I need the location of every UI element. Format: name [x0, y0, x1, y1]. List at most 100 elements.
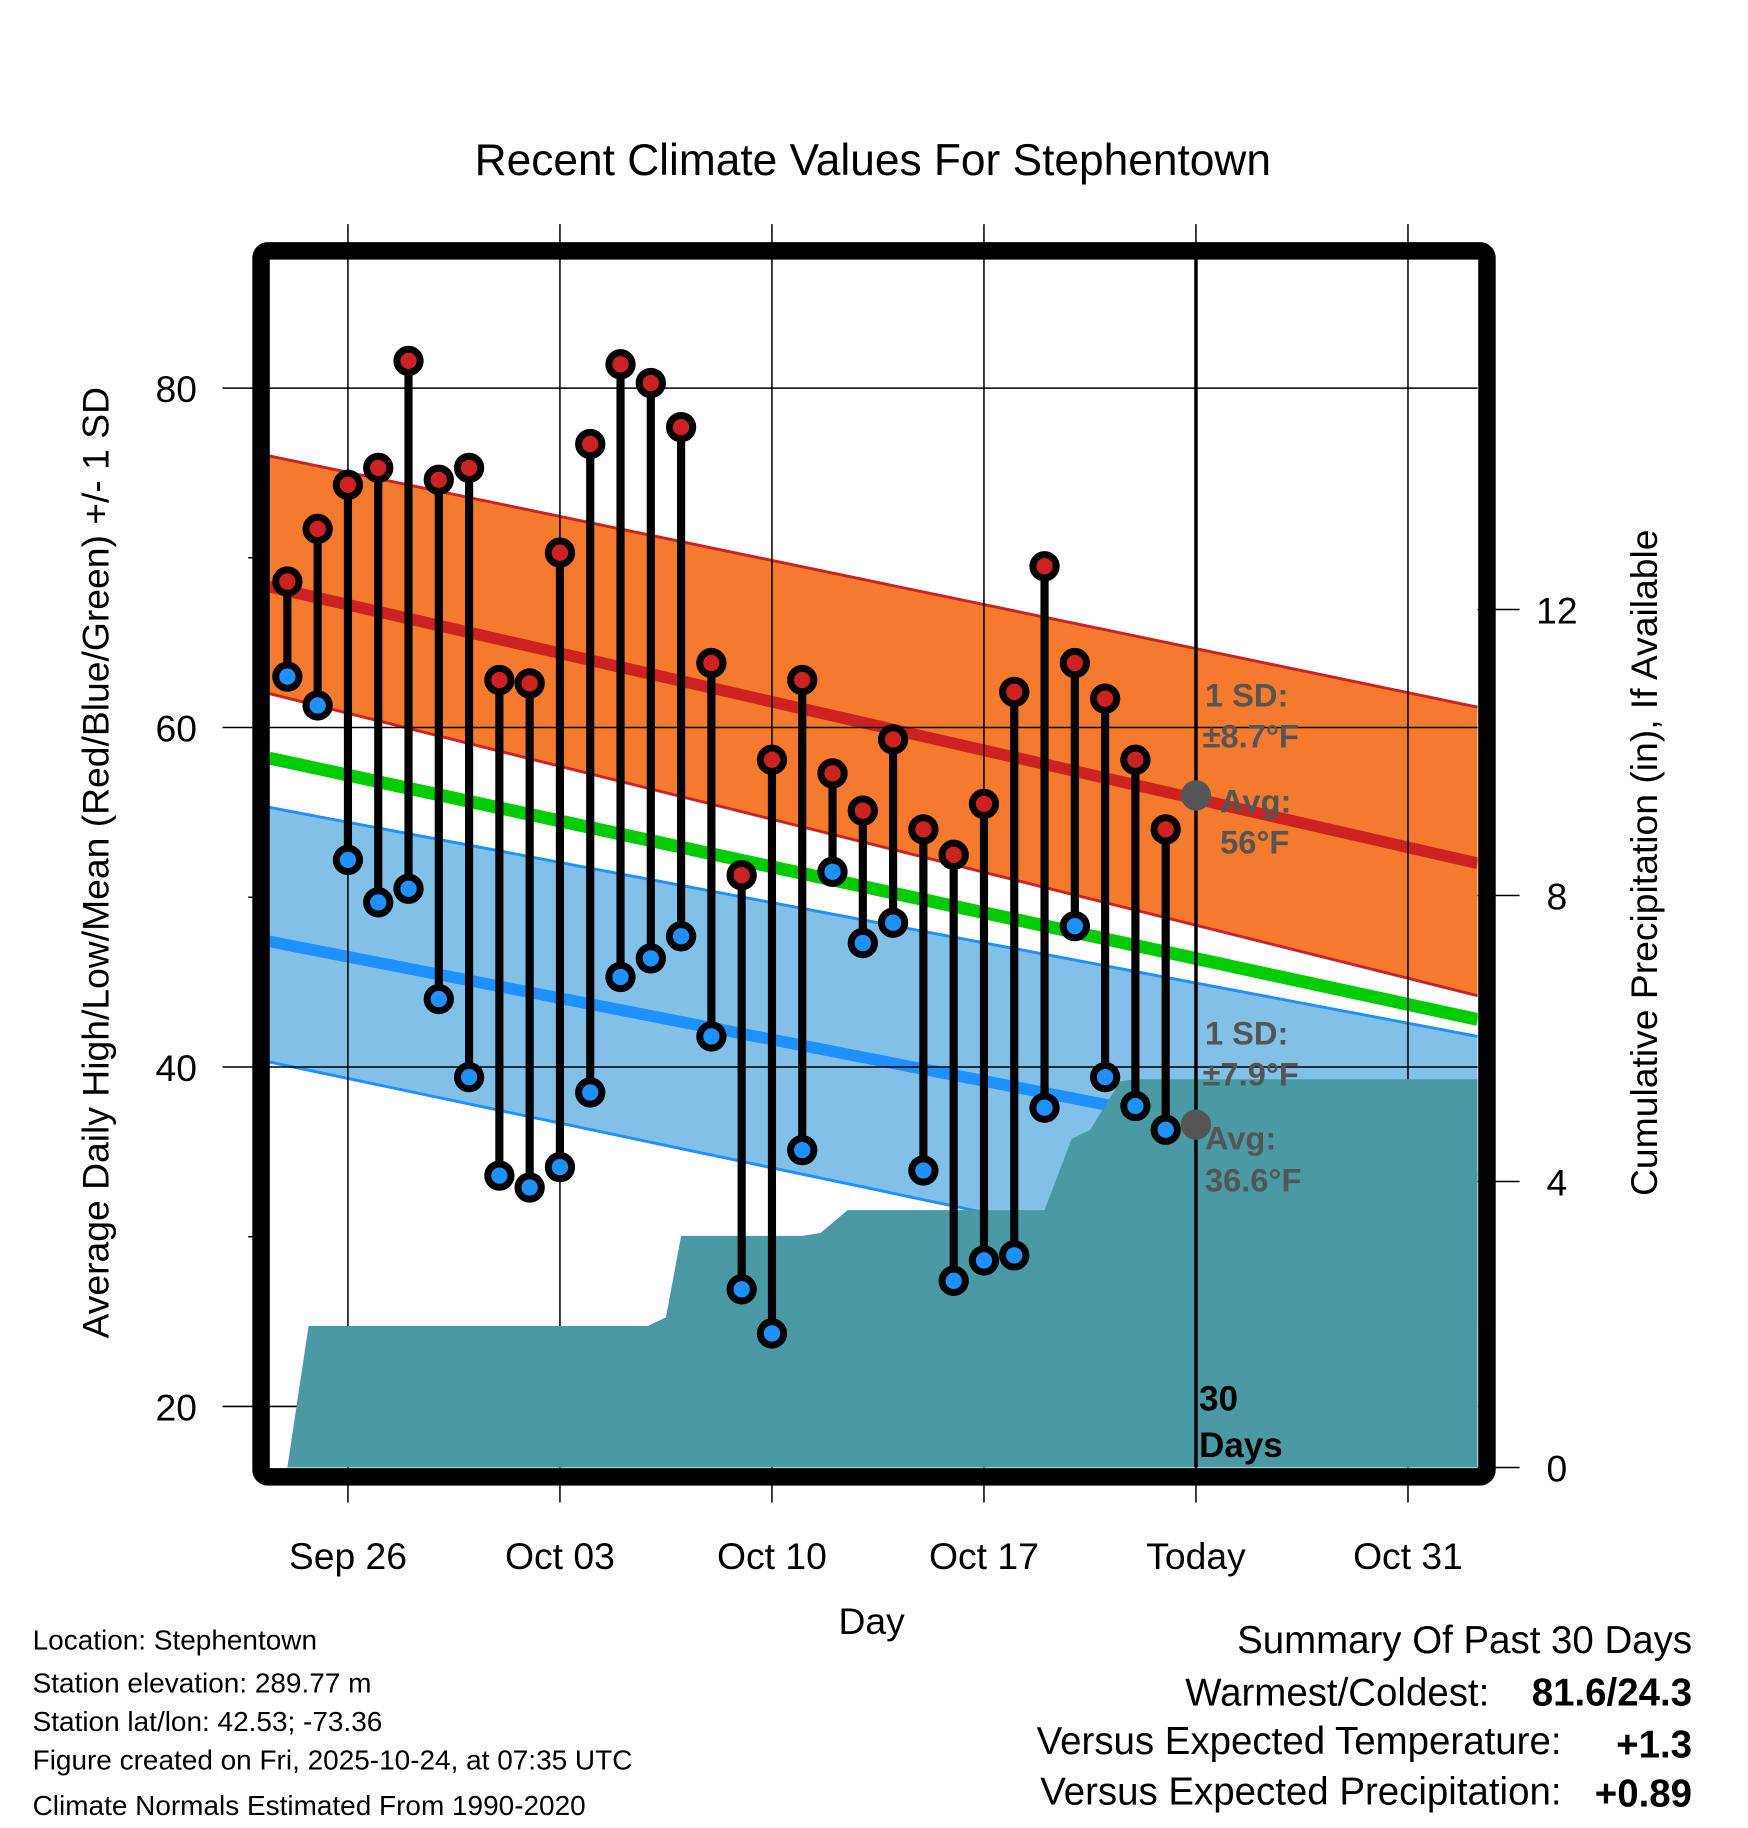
daily-low-point: [1029, 1092, 1060, 1123]
y-tick-label: 20: [155, 1386, 196, 1428]
daily-high-point: [696, 647, 727, 679]
x-axis-label: Day: [839, 1600, 906, 1642]
chart-title: Recent Climate Values For Stephentown: [475, 136, 1271, 185]
y2-tick-label: 8: [1547, 875, 1568, 917]
footer-elevation: Station elevation: 289.77 m: [33, 1667, 372, 1698]
today-low-avg-marker: [1180, 1109, 1212, 1140]
daily-high-point: [1150, 814, 1181, 845]
daily-low-point: [302, 690, 333, 721]
daily-low-point: [363, 887, 394, 918]
x-tick-label: Today: [1146, 1535, 1246, 1577]
daily-high-point: [635, 367, 666, 399]
daily-low-point: [453, 1062, 485, 1093]
daily-low-point: [968, 1245, 1000, 1276]
daily-low-point: [999, 1240, 1030, 1271]
y2-tick-label: 12: [1536, 589, 1577, 631]
daily-high-point: [332, 469, 364, 500]
daily-high-point: [938, 839, 969, 870]
x-tick-label: Oct 31: [1353, 1535, 1463, 1577]
high-avg-label: Avg:: [1220, 783, 1291, 820]
y-tick-label: 60: [155, 708, 196, 750]
daily-low-point: [726, 1274, 757, 1305]
daily-low-point: [575, 1077, 606, 1108]
daily-high-point: [817, 758, 848, 789]
footer-normals: Climate Normals Estimated From 1990-2020: [33, 1790, 586, 1821]
daily-high-point: [756, 744, 788, 775]
x-tick-label: Oct 03: [505, 1535, 615, 1577]
daily-high-point: [1059, 647, 1090, 679]
daily-high-point: [999, 676, 1030, 708]
daily-low-point: [514, 1172, 545, 1203]
daily-low-point: [787, 1134, 818, 1166]
plot-frame: [252, 242, 1496, 1486]
summary-panel: Summary Of Past 30 Days Warmest/Coldest:…: [1037, 1619, 1692, 1816]
daily-high-point: [514, 668, 545, 699]
summary-precip-value: +0.89: [1595, 1773, 1692, 1816]
daily-high-point: [605, 349, 636, 380]
x-tick-label: Oct 17: [929, 1535, 1039, 1577]
daily-low-point: [1150, 1114, 1181, 1145]
summary-warm-cold-label: Warmest/Coldest:: [1185, 1671, 1489, 1714]
window-label-line2: Days: [1199, 1426, 1283, 1465]
y2-axis-label: Cumulative Precipitation (in), If Availa…: [1623, 529, 1665, 1196]
summary-warm-cold-value: 81.6/24.3: [1532, 1671, 1692, 1714]
daily-low-point: [272, 661, 303, 692]
low-sd-label: 1 SD:: [1205, 1015, 1288, 1052]
daily-low-point: [877, 907, 909, 938]
daily-high-point: [272, 566, 303, 597]
daily-low-point: [908, 1155, 939, 1186]
low-sd-value: ±7.9°F: [1203, 1055, 1299, 1092]
daily-high-point: [393, 345, 424, 377]
high-avg-value: 56°F: [1220, 823, 1289, 860]
footer-location: Location: Stephentown: [33, 1624, 317, 1655]
high-sd-label: 1 SD:: [1205, 677, 1288, 714]
summary-temp-label: Versus Expected Temperature:: [1037, 1720, 1562, 1763]
daily-low-point: [1120, 1090, 1151, 1122]
y2-tick-label: 4: [1547, 1161, 1568, 1203]
daily-high-point: [968, 788, 1000, 820]
y-tick-label: 40: [155, 1047, 196, 1089]
high-sd-value: ±8.7°F: [1203, 717, 1299, 754]
daily-high-point: [423, 464, 454, 495]
today-high-avg-marker: [1180, 780, 1212, 811]
precipitation-area: [287, 1079, 1478, 1468]
daily-low-point: [393, 873, 424, 904]
daily-low-point: [544, 1151, 576, 1183]
normals-annotations: 1 SD: ±8.7°F Avg: 56°F 1 SD: ±7.9°F Avg:…: [1199, 677, 1301, 1465]
daily-low-point: [756, 1318, 788, 1349]
low-avg-label: Avg:: [1205, 1119, 1276, 1156]
daily-high-point: [544, 537, 576, 568]
daily-low-point: [847, 927, 878, 959]
daily-high-point: [908, 814, 939, 845]
daily-high-point: [484, 664, 515, 696]
daily-high-point: [302, 513, 333, 545]
daily-high-point: [1089, 683, 1121, 714]
daily-high-point: [575, 428, 606, 460]
y-tick-label: 80: [155, 368, 196, 410]
daily-high-point: [787, 664, 818, 696]
daily-low-point: [1089, 1062, 1121, 1093]
daily-high-point: [877, 724, 909, 755]
daily-low-point: [332, 844, 364, 876]
daily-low-point: [696, 1021, 727, 1052]
y2-tick-label: 0: [1547, 1448, 1568, 1490]
footer-created: Figure created on Fri, 2025-10-24, at 07…: [33, 1744, 633, 1775]
low-avg-value: 36.6°F: [1205, 1161, 1301, 1198]
station-info: Location: Stephentown Station elevation:…: [33, 1624, 633, 1820]
daily-low-point: [1059, 910, 1090, 942]
window-label-line1: 30: [1199, 1379, 1238, 1418]
daily-low-point: [423, 983, 454, 1015]
daily-high-point: [1120, 744, 1151, 775]
summary-precip-label: Versus Expected Precipitation:: [1040, 1770, 1561, 1813]
summary-temp-value: +1.3: [1616, 1724, 1692, 1767]
daily-low-point: [484, 1160, 515, 1191]
y-axis-label: Average Daily High/Low/Mean (Red/Blue/Gr…: [74, 387, 116, 1338]
daily-high-point: [847, 795, 878, 826]
daily-high-point: [665, 411, 697, 443]
daily-high-point: [363, 452, 394, 483]
daily-high-point: [1029, 551, 1060, 582]
daily-low-point: [938, 1265, 969, 1296]
footer-latlon: Station lat/lon: 42.53; -73.36: [33, 1706, 383, 1737]
x-tick-label: Oct 10: [717, 1535, 827, 1577]
daily-low-point: [817, 856, 848, 887]
